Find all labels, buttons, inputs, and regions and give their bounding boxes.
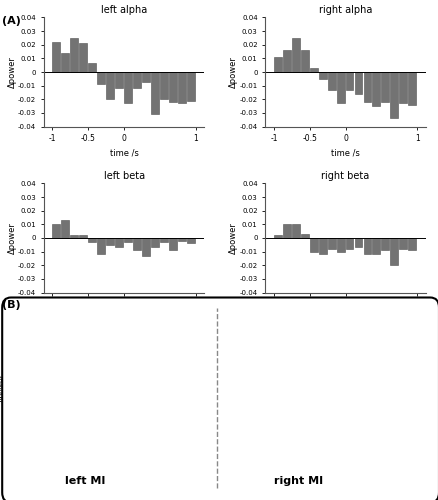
Title: left alpha: left alpha bbox=[101, 6, 147, 16]
Bar bbox=[142, 238, 150, 256]
Bar bbox=[282, 50, 290, 72]
Text: **: ** bbox=[67, 334, 76, 344]
Bar bbox=[151, 72, 159, 114]
Bar bbox=[336, 238, 344, 252]
Bar bbox=[300, 50, 308, 72]
Bar bbox=[381, 72, 389, 102]
Bar bbox=[345, 72, 353, 90]
Bar bbox=[407, 72, 415, 105]
Bar bbox=[363, 72, 371, 102]
Bar bbox=[389, 238, 397, 265]
Bar bbox=[46, 386, 64, 398]
Bar bbox=[282, 224, 290, 238]
Bar bbox=[407, 238, 415, 250]
Bar bbox=[336, 72, 344, 104]
X-axis label: [0, 1s]: [0, 1s] bbox=[349, 462, 376, 471]
Bar bbox=[338, 332, 355, 359]
X-axis label: [-1 ,0s]: [-1 ,0s] bbox=[57, 462, 86, 471]
Bar bbox=[70, 38, 78, 72]
Bar bbox=[327, 72, 335, 90]
Bar bbox=[309, 238, 317, 252]
Bar bbox=[115, 238, 123, 248]
X-axis label: time /s: time /s bbox=[330, 314, 359, 324]
Y-axis label: Δpower: Δpower bbox=[7, 222, 17, 254]
Bar bbox=[318, 72, 326, 79]
Y-axis label: Δpower: Δpower bbox=[291, 373, 300, 402]
Title: left beta: left beta bbox=[103, 171, 145, 181]
Bar bbox=[79, 235, 87, 238]
Bar bbox=[97, 72, 105, 85]
Bar bbox=[371, 238, 379, 254]
Bar bbox=[256, 410, 274, 442]
Bar bbox=[162, 332, 179, 366]
X-axis label: time /s: time /s bbox=[330, 149, 359, 158]
Bar bbox=[309, 68, 317, 72]
X-axis label: time /s: time /s bbox=[110, 149, 138, 158]
Bar bbox=[327, 238, 335, 249]
Bar bbox=[133, 72, 141, 88]
Bar bbox=[169, 72, 177, 102]
Bar bbox=[88, 62, 96, 72]
Bar bbox=[115, 72, 123, 88]
Bar bbox=[142, 72, 150, 82]
Bar bbox=[291, 224, 299, 238]
Bar bbox=[53, 224, 60, 238]
Bar bbox=[79, 44, 87, 72]
Y-axis label: Δpower: Δpower bbox=[83, 373, 92, 402]
Bar bbox=[61, 53, 69, 72]
Bar bbox=[354, 238, 362, 248]
Bar bbox=[389, 72, 397, 118]
Bar bbox=[124, 238, 132, 242]
Y-axis label: Δpower: Δpower bbox=[0, 373, 7, 402]
Bar bbox=[187, 238, 194, 244]
Bar bbox=[354, 72, 362, 94]
Bar bbox=[133, 238, 141, 250]
Bar bbox=[151, 238, 159, 248]
Bar bbox=[70, 235, 78, 238]
Text: (B): (B) bbox=[2, 300, 21, 310]
X-axis label: [-1 ,0s]: [-1 ,0s] bbox=[267, 462, 296, 471]
Bar bbox=[399, 238, 406, 249]
Bar bbox=[169, 238, 177, 250]
Bar bbox=[53, 42, 60, 72]
Bar bbox=[371, 72, 379, 106]
Title: right alpha: right alpha bbox=[318, 6, 371, 16]
Text: left MI: left MI bbox=[65, 476, 106, 486]
Bar bbox=[177, 72, 185, 104]
Bar bbox=[399, 72, 406, 104]
Bar bbox=[88, 238, 96, 242]
Bar bbox=[273, 57, 281, 72]
Y-axis label: Δpower: Δpower bbox=[210, 373, 219, 402]
Text: right MI: right MI bbox=[273, 476, 322, 486]
Bar bbox=[318, 238, 326, 254]
Bar bbox=[370, 332, 387, 352]
Y-axis label: Δpower: Δpower bbox=[229, 56, 237, 88]
Bar bbox=[124, 72, 132, 104]
Bar bbox=[97, 238, 105, 254]
Bar bbox=[300, 234, 308, 238]
Bar bbox=[159, 238, 167, 242]
Bar bbox=[177, 238, 185, 240]
Y-axis label: Δpower: Δpower bbox=[229, 222, 237, 254]
Bar bbox=[291, 38, 299, 72]
Bar bbox=[159, 72, 167, 100]
Text: (A): (A) bbox=[2, 16, 21, 26]
Title: right beta: right beta bbox=[321, 171, 369, 181]
Bar bbox=[106, 72, 114, 100]
Bar bbox=[106, 238, 114, 245]
Bar bbox=[289, 440, 307, 442]
Y-axis label: Δpower: Δpower bbox=[7, 56, 17, 88]
X-axis label: time /s: time /s bbox=[110, 314, 138, 324]
Text: *: * bbox=[360, 432, 365, 442]
Bar bbox=[130, 332, 147, 361]
Bar bbox=[187, 72, 194, 101]
Bar bbox=[273, 235, 281, 238]
Text: **: ** bbox=[277, 330, 286, 340]
Bar bbox=[79, 398, 97, 402]
Bar bbox=[61, 220, 69, 238]
Bar bbox=[381, 238, 389, 250]
Bar bbox=[363, 238, 371, 254]
X-axis label: [0, 1s]: [0, 1s] bbox=[141, 462, 168, 471]
Bar bbox=[345, 238, 353, 249]
